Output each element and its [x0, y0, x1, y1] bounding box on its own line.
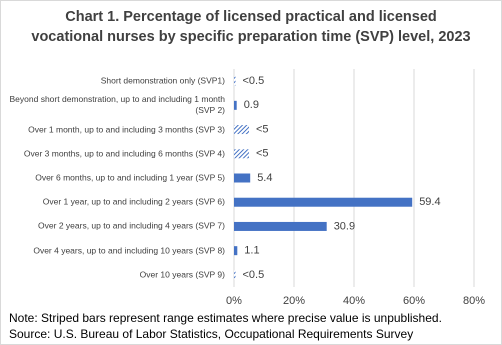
data-label: 59.4 [419, 196, 440, 208]
y-tick-label: Over 6 months, up to and including 1 yea… [35, 172, 225, 183]
data-label: 5.4 [257, 172, 272, 184]
bar [234, 173, 251, 183]
bar [234, 246, 238, 256]
data-label: 1.1 [244, 245, 259, 257]
x-tick-label: 60% [403, 295, 425, 307]
data-label: <0.5 [243, 269, 265, 281]
y-tick-label: Over 1 year, up to and including 2 years… [42, 196, 225, 207]
data-label: <5 [256, 148, 269, 160]
y-tick-label: Beyond short demonstration, up to and in… [9, 94, 225, 116]
bar [234, 100, 237, 110]
x-tick-label: 80% [463, 295, 485, 307]
data-label: <0.5 [243, 75, 265, 87]
y-tick-label: Over 4 years, up to and including 10 yea… [33, 245, 225, 256]
footnotes: Note: Striped bars represent range estim… [9, 310, 442, 342]
note: Note: Striped bars represent range estim… [9, 311, 442, 325]
x-tick-label: 40% [343, 295, 365, 307]
y-tick-label: Over 3 months, up to and including 6 mon… [23, 148, 225, 159]
y-tick-label: Over 10 years (SVP 9) [139, 269, 225, 280]
y-tick-label: Short demonstration only (SVP1) [100, 75, 225, 86]
chart-title: Chart 1. Percentage of licensed practica… [31, 9, 471, 45]
x-tick-label: 0% [226, 295, 242, 307]
source: Source: U.S. Bureau of Labor Statistics,… [9, 327, 414, 341]
bar [234, 125, 249, 135]
data-label: 30.9 [334, 220, 355, 232]
bar [234, 149, 249, 159]
bar [234, 76, 236, 86]
bar [234, 221, 327, 231]
data-label: 0.9 [244, 99, 259, 111]
data-label: <5 [256, 123, 269, 135]
x-tick-label: 20% [283, 295, 305, 307]
bar [234, 197, 413, 207]
y-tick-label: Over 1 month, up to and including 3 mont… [28, 124, 225, 135]
bar [234, 270, 236, 280]
y-tick-label: Over 2 years, up to and including 4 year… [38, 220, 225, 231]
